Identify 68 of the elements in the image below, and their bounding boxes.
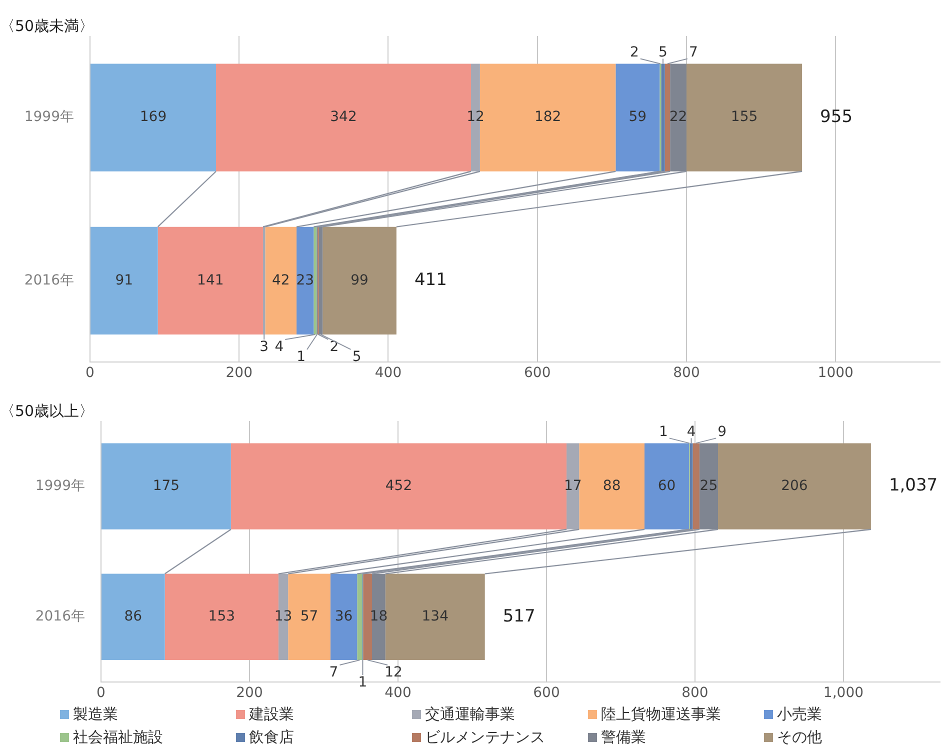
data-label: 1 (358, 674, 368, 691)
data-label: 2 (630, 44, 639, 60)
data-label: 86 (124, 608, 142, 625)
y-tick-label: 1999年 (35, 478, 85, 494)
total-label: 955 (820, 106, 853, 127)
data-label: 59 (628, 109, 647, 126)
data-label: 99 (350, 272, 368, 288)
y-tick-label: 2016年 (24, 272, 74, 288)
data-label: 1 (658, 424, 668, 440)
chart-title: 〈50歳以上〉 (0, 402, 94, 420)
data-label: 60 (658, 478, 676, 494)
x-tick-label: 1000 (818, 365, 854, 382)
data-label: 88 (602, 478, 621, 494)
data-label: 7 (329, 664, 338, 681)
data-label: 1 (296, 349, 306, 366)
data-label: 141 (197, 272, 224, 288)
x-tick-label: 0 (86, 365, 94, 382)
data-label: 57 (300, 608, 318, 625)
x-tick-label: 800 (673, 365, 700, 382)
legend-label: 建設業 (248, 705, 295, 724)
data-label: 22 (669, 109, 688, 126)
data-label: 23 (296, 272, 314, 288)
data-label: 169 (140, 109, 167, 126)
data-label: 342 (330, 109, 357, 126)
legend-label: 警備業 (600, 728, 647, 747)
x-tick-label: 800 (682, 685, 708, 702)
data-label: 7 (689, 44, 698, 60)
x-tick-label: 200 (236, 685, 263, 702)
x-tick-label: 400 (374, 365, 402, 382)
data-label: 25 (700, 478, 718, 494)
data-label: 5 (352, 349, 362, 366)
data-label: 42 (272, 272, 290, 288)
x-tick-label: 600 (533, 685, 560, 702)
legend-label: 飲食店 (248, 728, 295, 747)
chart-title: 〈50歳未満〉 (0, 16, 94, 35)
x-tick-label: 0 (96, 685, 106, 702)
x-tick-label: 1,000 (823, 685, 864, 702)
x-tick-label: 600 (524, 365, 551, 382)
total-label: 517 (502, 606, 536, 626)
data-label: 182 (534, 109, 562, 126)
legend-label: 社会福祉施設 (72, 728, 164, 747)
data-label: 3 (260, 339, 269, 356)
data-label: 12 (384, 664, 402, 681)
total-label: 411 (414, 270, 447, 290)
data-label: 91 (115, 272, 134, 288)
legend-label: その他 (776, 728, 823, 747)
data-label: 36 (334, 608, 353, 625)
x-tick-label: 400 (384, 685, 412, 702)
data-label: 155 (730, 109, 758, 126)
y-tick-label: 1999年 (24, 109, 74, 126)
data-label: 4 (686, 424, 696, 440)
x-tick-label: 200 (226, 365, 252, 382)
legend-label: 製造業 (72, 705, 119, 724)
data-label: 5 (658, 44, 668, 60)
legend-label: ビルメンテナンス (424, 728, 546, 747)
data-label: 9 (718, 424, 727, 440)
legend-label: 陸上貨物運送事業 (600, 705, 722, 724)
total-label: 1,037 (888, 476, 938, 496)
data-label: 452 (385, 478, 412, 494)
y-tick-label: 2016年 (35, 608, 85, 625)
legend-label: 交通運輸事業 (424, 705, 516, 724)
data-label: 206 (781, 478, 808, 494)
data-label: 175 (152, 478, 180, 494)
data-label: 18 (370, 608, 388, 625)
data-label: 153 (208, 608, 236, 625)
data-label: 134 (422, 608, 449, 625)
data-label: 4 (274, 339, 284, 356)
legend-label: 小売業 (776, 705, 823, 724)
